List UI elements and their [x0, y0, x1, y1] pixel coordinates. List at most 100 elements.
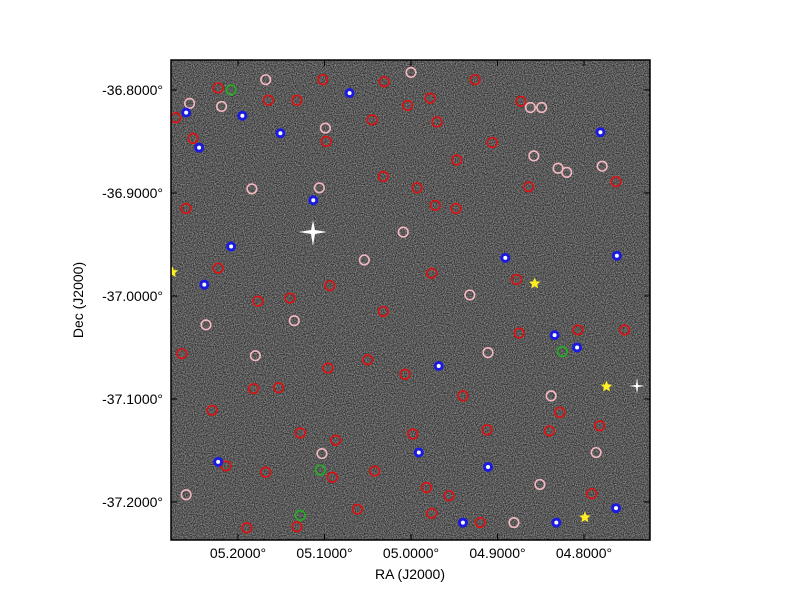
source-marker — [316, 447, 328, 460]
source-marker — [187, 132, 199, 144]
source-marker — [413, 447, 424, 458]
source-marker — [431, 116, 443, 128]
x-tick-label: 05.0000° — [383, 545, 439, 561]
y-tick-label: -37.1000° — [102, 391, 163, 407]
source-marker — [213, 456, 224, 467]
source-marker — [556, 346, 568, 358]
source-marker — [424, 92, 436, 104]
y-tick-label: -37.0000° — [102, 288, 163, 304]
source-marker — [474, 516, 486, 529]
source-marker — [552, 162, 564, 174]
source-marker — [326, 471, 338, 483]
source-marker — [590, 446, 602, 459]
source-marker — [246, 183, 258, 195]
source-marker — [450, 202, 462, 215]
source-marker — [317, 74, 329, 86]
source-marker — [457, 390, 469, 402]
source-marker — [181, 107, 192, 118]
source-marker — [212, 82, 224, 94]
source-marker — [482, 347, 494, 359]
star-marker — [600, 380, 613, 392]
source-marker — [206, 404, 218, 416]
source-marker — [433, 361, 444, 372]
source-marker — [199, 279, 210, 290]
source-marker — [176, 348, 188, 360]
source-marker — [322, 362, 334, 374]
source-marker — [212, 262, 224, 274]
source-marker — [543, 425, 556, 437]
source-marker — [275, 128, 286, 139]
source-marker — [536, 101, 548, 114]
source-marker — [262, 94, 274, 106]
plot-frame — [170, 59, 651, 541]
source-marker — [308, 195, 319, 206]
source-marker — [294, 509, 306, 521]
source-marker — [481, 424, 493, 436]
source-marker — [500, 252, 511, 263]
sky-noise — [171, 60, 650, 540]
source-marker — [486, 136, 498, 149]
source-marker — [220, 460, 232, 472]
source-marker — [611, 250, 622, 261]
source-marker — [610, 176, 622, 188]
y-tick-label: -37.2000° — [102, 494, 163, 510]
source-marker — [324, 280, 336, 292]
source-marker — [225, 84, 237, 96]
bright-star — [629, 378, 645, 394]
source-marker — [369, 465, 381, 477]
source-marker — [611, 503, 622, 514]
source-marker — [596, 160, 608, 172]
source-marker — [405, 66, 417, 79]
source-marker — [443, 490, 455, 502]
source-marker — [528, 150, 540, 162]
source-marker — [171, 112, 182, 124]
source-marker — [226, 241, 237, 252]
source-marker — [284, 292, 296, 304]
source-marker — [248, 383, 260, 395]
source-marker — [451, 154, 463, 166]
y-tick-label: -36.9000° — [102, 185, 163, 201]
source-marker — [366, 114, 378, 126]
source-marker — [399, 368, 411, 380]
source-marker — [319, 122, 331, 134]
source-marker — [586, 488, 598, 500]
source-marker — [249, 350, 261, 362]
plot-area — [171, 66, 645, 534]
source-marker — [464, 289, 476, 301]
source-marker — [377, 305, 389, 318]
source-marker — [534, 478, 546, 491]
source-marker — [426, 267, 438, 279]
source-marker — [320, 135, 332, 148]
source-marker — [180, 202, 192, 215]
source-marker — [595, 127, 606, 138]
star-marker — [529, 277, 541, 289]
source-marker — [549, 330, 560, 341]
source-marker — [420, 481, 433, 494]
y-axis-label: Dec (J2000) — [70, 262, 86, 338]
source-marker — [351, 503, 363, 515]
source-marker — [314, 464, 326, 476]
source-marker — [237, 110, 248, 121]
source-marker — [260, 466, 272, 478]
x-tick-label: 04.9000° — [469, 545, 525, 561]
source-marker — [513, 327, 525, 339]
source-marker — [377, 170, 389, 183]
source-marker — [241, 522, 253, 534]
source-marker — [482, 461, 493, 472]
star-marker — [171, 266, 178, 278]
x-axis-label: RA (J2000) — [375, 566, 445, 582]
source-marker — [508, 516, 520, 529]
source-marker — [510, 273, 523, 286]
source-marker — [180, 489, 192, 501]
source-marker — [194, 142, 205, 153]
source-marker — [362, 354, 374, 366]
source-marker — [313, 182, 325, 194]
source-marker — [524, 101, 536, 114]
source-marker — [551, 517, 562, 528]
source-marker — [572, 342, 583, 353]
source-marker — [429, 199, 441, 211]
source-marker — [593, 420, 606, 432]
source-marker — [291, 94, 303, 106]
source-marker — [252, 295, 264, 307]
